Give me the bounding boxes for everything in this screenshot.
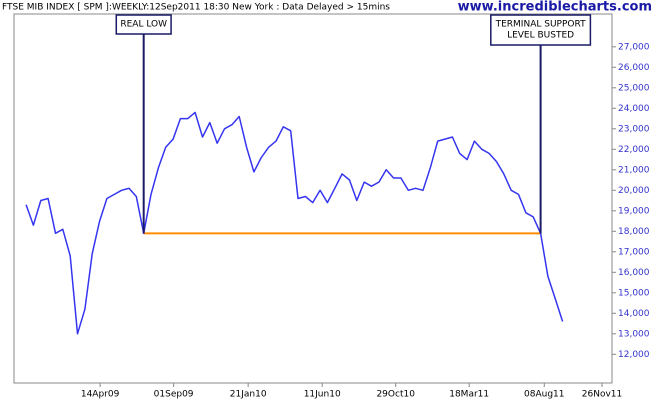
y-tick-label: 24,000 [618, 104, 650, 114]
y-tick-label: 18,000 [618, 227, 650, 237]
x-tick-label: 08Aug11 [524, 390, 564, 400]
x-tick-label: 26Nov11 [582, 390, 622, 400]
y-tick-label: 15,000 [618, 288, 650, 298]
y-tick-label: 27,000 [618, 42, 650, 52]
y-tick-label: 17,000 [618, 247, 650, 257]
y-tick-label: 22,000 [618, 145, 650, 155]
y-tick-label: 14,000 [618, 309, 650, 319]
annotation-box [490, 14, 592, 46]
annotation-box [115, 14, 172, 35]
price-line [25, 111, 564, 335]
annotation-text: REAL LOW [120, 20, 167, 30]
y-tick-label: 26,000 [618, 63, 650, 73]
y-tick-label: 13,000 [618, 329, 650, 339]
x-tick-label: 29Oct10 [376, 390, 415, 400]
y-tick-label: 21,000 [618, 165, 650, 175]
y-tick-label: 25,000 [618, 83, 650, 93]
x-tick-label: 14Apr09 [81, 390, 120, 400]
y-tick-label: 19,000 [618, 206, 650, 216]
watermark: www.incrediblecharts.com [458, 0, 652, 15]
x-tick-label: 21Jan10 [230, 390, 267, 400]
x-tick-label: 18Mar11 [449, 390, 489, 400]
y-tick-label: 16,000 [618, 268, 650, 278]
x-tick-label: 01Sep09 [154, 390, 194, 400]
chart-title: FTSE MIB INDEX [ SPM ]:WEEKLY:12Sep2011 … [2, 3, 390, 13]
x-tick-label: 11Jun10 [304, 390, 341, 400]
annotation-text: LEVEL BUSTED [507, 31, 574, 41]
annotation-text: TERMINAL SUPPORT [495, 20, 586, 30]
y-tick-label: 20,000 [618, 186, 650, 196]
y-tick-label: 23,000 [618, 124, 650, 134]
y-tick-label: 12,000 [618, 350, 650, 360]
plot-frame [13, 13, 613, 384]
